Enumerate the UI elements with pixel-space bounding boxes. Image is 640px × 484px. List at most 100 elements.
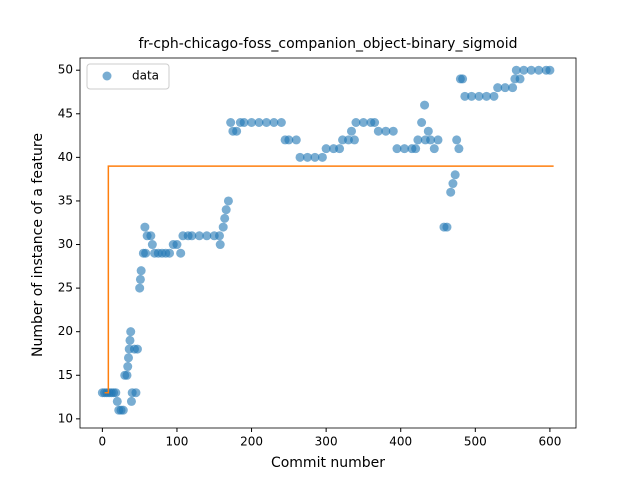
data-point — [411, 144, 421, 154]
data-point — [221, 205, 231, 215]
data-point — [140, 222, 150, 232]
data-point — [247, 117, 257, 127]
data-point — [122, 370, 132, 380]
data-point — [125, 335, 135, 345]
data-point — [123, 362, 133, 372]
data-point — [276, 117, 286, 127]
y-tick-label: 35 — [58, 193, 73, 207]
data-point — [493, 83, 503, 93]
data-point — [446, 187, 456, 197]
fit-line — [104, 165, 554, 394]
data-point — [187, 231, 197, 241]
data-point — [474, 91, 484, 101]
y-tick-label: 45 — [58, 106, 73, 120]
data-point — [131, 388, 141, 398]
data-point — [399, 144, 409, 154]
data-point — [254, 117, 264, 127]
data-point — [147, 240, 157, 250]
chart-title: fr-cph-chicago-foss_companion_object-bin… — [138, 36, 517, 52]
data-point — [460, 91, 470, 101]
data-point — [112, 396, 122, 406]
data-point — [136, 266, 146, 276]
data-point — [349, 135, 359, 145]
data-point — [515, 74, 525, 84]
data-point — [215, 240, 225, 250]
data-point — [429, 144, 439, 154]
data-point — [239, 117, 249, 127]
data-point — [417, 117, 427, 127]
data-point — [545, 65, 555, 75]
data-point — [220, 213, 230, 223]
data-point — [458, 74, 468, 84]
x-axis-label: Commit number — [271, 455, 385, 471]
axes-frame — [79, 57, 577, 429]
data-point — [146, 231, 156, 241]
x-tick-label: 100 — [166, 435, 189, 449]
data-point — [176, 248, 186, 258]
data-point — [218, 222, 228, 232]
data-point — [423, 126, 433, 136]
y-axis-label: Number of instance of a feature — [30, 133, 46, 357]
data-point — [500, 83, 510, 93]
y-tick-label: 10 — [58, 411, 73, 425]
data-point — [194, 231, 204, 241]
data-point — [388, 126, 398, 136]
x-tick-label: 500 — [464, 435, 487, 449]
data-point — [317, 152, 327, 162]
data-point — [118, 405, 128, 415]
legend-box — [86, 63, 170, 90]
x-tick-label: 300 — [315, 435, 338, 449]
data-point — [381, 126, 391, 136]
y-tick-label: 20 — [58, 324, 73, 338]
data-point — [261, 117, 271, 127]
data-point — [214, 231, 224, 241]
data-point — [448, 179, 458, 189]
data-point — [373, 126, 383, 136]
data-point — [123, 353, 133, 363]
data-point — [358, 117, 368, 127]
data-point — [442, 222, 452, 232]
data-point — [420, 100, 430, 110]
data-point — [321, 144, 331, 154]
data-point — [223, 196, 233, 206]
data-point — [126, 396, 136, 406]
data-point — [295, 152, 305, 162]
data-point — [232, 126, 242, 136]
data-point — [508, 83, 518, 93]
data-point — [481, 91, 491, 101]
data-point — [526, 65, 536, 75]
data-point — [450, 170, 460, 180]
data-point — [284, 135, 294, 145]
data-point — [132, 344, 142, 354]
y-tick-label: 50 — [58, 63, 73, 77]
data-point — [172, 240, 182, 250]
data-point — [135, 283, 145, 293]
data-point — [370, 117, 380, 127]
data-point — [433, 135, 443, 145]
data-point — [111, 388, 121, 398]
x-tick-label: 200 — [240, 435, 263, 449]
y-tick-label: 15 — [58, 368, 73, 382]
data-point — [454, 144, 464, 154]
data-point — [126, 327, 136, 337]
x-tick-label: 400 — [389, 435, 412, 449]
data-point — [202, 231, 212, 241]
data-point — [511, 65, 521, 75]
data-point — [519, 65, 529, 75]
data-point — [335, 144, 345, 154]
legend-marker — [102, 71, 112, 81]
data-point — [302, 152, 312, 162]
data-point — [467, 91, 477, 101]
data-point — [392, 144, 402, 154]
legend-label: data — [132, 69, 159, 83]
data-point — [135, 274, 145, 284]
x-tick-label: 0 — [99, 435, 107, 449]
data-point — [413, 135, 423, 145]
y-tick-label: 40 — [58, 150, 73, 164]
data-point — [452, 135, 462, 145]
y-tick-label: 30 — [58, 237, 73, 251]
data-point — [489, 91, 499, 101]
data-point — [346, 126, 356, 136]
y-tick-label: 25 — [58, 281, 73, 295]
